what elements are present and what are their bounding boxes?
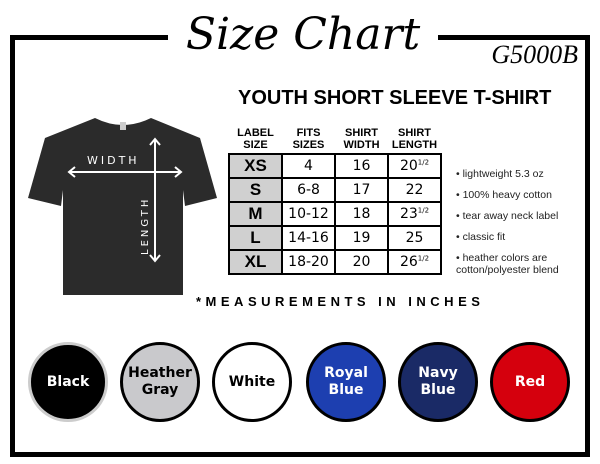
size-cell: XS (228, 153, 283, 179)
color-swatch-heather: Heather Gray (120, 342, 200, 422)
width-cell: 20 (334, 249, 389, 275)
width-label: WIDTH (87, 154, 140, 167)
feature-item: 100% heavy cotton (456, 189, 584, 201)
table-header: LABEL SIZE FITS SIZES SHIRT WIDTH SHIRT LENG… (229, 125, 441, 154)
model-number: G5000B (491, 40, 578, 69)
table-row: L 14-16 19 25 (228, 225, 442, 251)
fraction: 1/2 (417, 158, 430, 167)
size-table: LABEL SIZE FITS SIZES SHIRT WIDTH SHIRT LENG… (228, 125, 442, 275)
fits-cell: 4 (281, 153, 336, 179)
measurement-note: *MEASUREMENTS IN INCHES (196, 294, 485, 309)
color-swatch-black: Black (28, 342, 108, 422)
color-swatches: Black Heather Gray White Royal Blue Navy Blue Re… (28, 342, 572, 422)
color-label: Red (514, 373, 546, 390)
width-cell: 19 (334, 225, 389, 251)
feature-item: heather colors are cotton/polyester blen… (456, 252, 584, 276)
fits-cell: 18-20 (281, 249, 336, 275)
fraction: 1/2 (417, 206, 430, 215)
color-label: White (228, 373, 276, 390)
feature-item: tear away neck label (456, 210, 584, 222)
color-label: Heather Gray (128, 365, 192, 398)
color-swatch-white: White (212, 342, 292, 422)
length-cell: 25 (387, 225, 442, 251)
color-label: Black (46, 373, 90, 390)
size-cell: S (228, 177, 283, 203)
width-cell: 16 (334, 153, 389, 179)
color-swatch-navy: Navy Blue (398, 342, 478, 422)
header-label-size: LABEL SIZE (237, 127, 274, 151)
table-row: XL 18-20 20 261/2 (228, 249, 442, 275)
length-cell: 201/2 (387, 153, 442, 179)
length-cell: 22 (387, 177, 442, 203)
size-cell: M (228, 201, 283, 227)
length-label: LENGTH (140, 197, 151, 255)
fits-cell: 14-16 (281, 225, 336, 251)
header-fits-sizes: FITS SIZES (292, 127, 325, 151)
fits-cell: 10-12 (281, 201, 336, 227)
length-cell: 231/2 (387, 201, 442, 227)
tshirt-shape (28, 118, 217, 295)
page-title: Size Chart (185, 9, 421, 60)
length-cell: 261/2 (387, 249, 442, 275)
color-swatch-red: Red (490, 342, 570, 422)
size-cell: XL (228, 249, 283, 275)
title-gap (168, 25, 438, 45)
color-label: Navy Blue (418, 365, 458, 398)
fraction: 1/2 (417, 254, 430, 263)
tag-icon (120, 122, 126, 130)
table-row: S 6-8 17 22 (228, 177, 442, 203)
color-label: Royal Blue (324, 365, 368, 398)
width-cell: 18 (334, 201, 389, 227)
table-row: XS 4 16 201/2 (228, 153, 442, 179)
color-swatch-royal: Royal Blue (306, 342, 386, 422)
size-cell: L (228, 225, 283, 251)
tshirt-illustration: WIDTH LENGTH (28, 118, 217, 295)
feature-list: lightweight 5.3 oz 100% heavy cotton tea… (456, 168, 584, 285)
table-row: M 10-12 18 231/2 (228, 201, 442, 227)
feature-item: lightweight 5.3 oz (456, 168, 584, 180)
feature-item: classic fit (456, 231, 584, 243)
header-shirt-width: SHIRT WIDTH (343, 127, 380, 151)
header-shirt-length: SHIRT LENGTH (391, 127, 438, 151)
fits-cell: 6-8 (281, 177, 336, 203)
product-subtitle: YOUTH SHORT SLEEVE T-SHIRT (238, 87, 552, 109)
width-cell: 17 (334, 177, 389, 203)
